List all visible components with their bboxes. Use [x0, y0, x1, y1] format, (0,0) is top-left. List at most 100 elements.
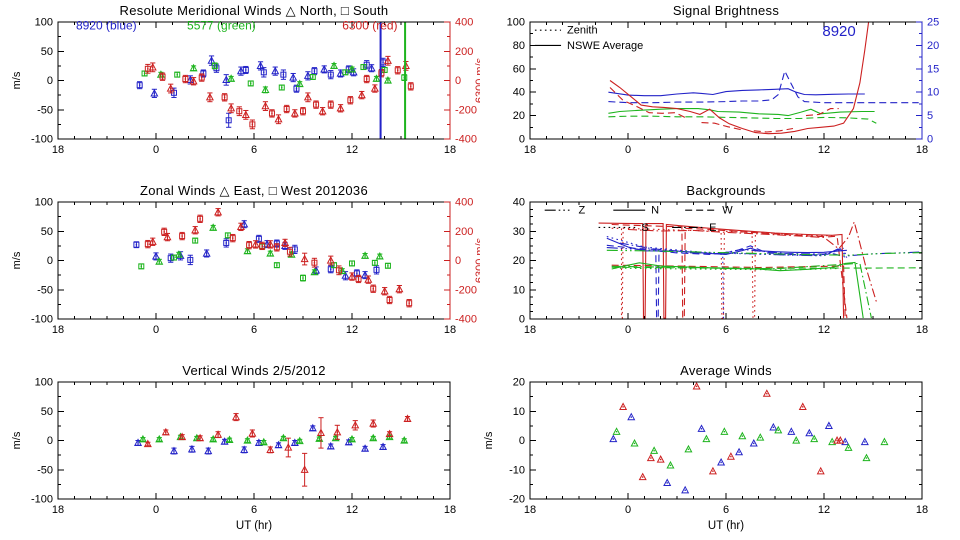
- meridional-winds-chart: 18 0 6 12 18-100-50050100-400-20002004006300…: [11, 17, 480, 157]
- svg-text:m/s: m/s: [11, 251, 23, 269]
- svg-text:12: 12: [346, 324, 358, 336]
- svg-text:100: 100: [35, 377, 53, 389]
- panel-vertical-winds: Vertical Winds 2/5/2012 18 0 6 12 18 -100 -50 0…: [0, 360, 480, 540]
- svg-text:20: 20: [513, 377, 525, 389]
- svg-text:0: 0: [455, 255, 461, 267]
- svg-text:100: 100: [35, 197, 53, 209]
- svg-text:UT (hr): UT (hr): [708, 520, 744, 532]
- series-5577-zenith: [608, 115, 877, 124]
- series-green-S: [614, 267, 841, 271]
- axis-labels: 18 0 6 12 18-100-50050100-400-20002004006300…: [11, 197, 480, 337]
- svg-text:18: 18: [52, 504, 64, 516]
- svg-text:18: 18: [524, 504, 536, 516]
- svg-text:6: 6: [251, 144, 257, 156]
- svg-text:-20: -20: [509, 494, 525, 506]
- svg-text:20: 20: [513, 110, 525, 122]
- axes: [529, 201, 923, 320]
- svg-text:6: 6: [723, 324, 729, 336]
- svg-text:12: 12: [346, 504, 358, 516]
- svg-text:N: N: [651, 205, 659, 217]
- svg-text:18: 18: [444, 504, 456, 516]
- axes: [57, 381, 451, 500]
- svg-text:18: 18: [524, 144, 536, 156]
- svg-text:m/s: m/s: [483, 431, 495, 449]
- panel-signal-brightness: Signal Brightness 18 0 6 12 18 0 20 40 60 80 100 0 5…: [480, 0, 960, 180]
- series-5577: [612, 425, 889, 469]
- panel-zonal-winds: Zonal Winds △ East, □ West 2012036 18 0 6 1…: [0, 180, 480, 360]
- zonal-winds-chart: 18 0 6 12 18-100-50050100-400-20002004006300…: [11, 197, 480, 337]
- svg-text:15: 15: [927, 63, 939, 75]
- series-red-low: [611, 264, 846, 319]
- svg-text:400: 400: [455, 197, 473, 209]
- svg-text:0: 0: [455, 75, 461, 87]
- svg-text:8920 (blue): 8920 (blue): [76, 19, 137, 33]
- axes: [529, 381, 923, 500]
- svg-text:-100: -100: [31, 134, 53, 146]
- svg-text:30: 30: [513, 226, 525, 238]
- svg-text:Zenith: Zenith: [567, 25, 598, 37]
- svg-text:UT (hr): UT (hr): [236, 520, 272, 532]
- svg-text:60: 60: [513, 63, 525, 75]
- plot-area: [136, 22, 414, 139]
- svg-text:-50: -50: [37, 104, 53, 116]
- svg-text:m/s: m/s: [11, 71, 23, 89]
- svg-text:6: 6: [251, 504, 257, 516]
- plot-area: [133, 412, 412, 487]
- svg-text:-100: -100: [31, 314, 53, 326]
- svg-text:18: 18: [444, 144, 456, 156]
- svg-text:10: 10: [927, 87, 939, 99]
- plot-area: [133, 207, 413, 308]
- svg-text:0: 0: [153, 144, 159, 156]
- svg-text:40: 40: [513, 87, 525, 99]
- plot-area: [608, 22, 919, 135]
- svg-text:0: 0: [625, 504, 631, 516]
- series-red-W: [611, 223, 848, 319]
- panel-average-winds: Average Winds 18 0 6 12 18 -20 -10 0 10 20 m/s UT (…: [480, 360, 960, 540]
- series-6300: [143, 412, 412, 487]
- series-6300: [619, 382, 845, 481]
- svg-text:20: 20: [513, 255, 525, 267]
- svg-text:E: E: [709, 222, 716, 234]
- svg-text:Z: Z: [578, 205, 585, 217]
- svg-text:18: 18: [444, 324, 456, 336]
- svg-text:400: 400: [455, 17, 473, 29]
- svg-text:200: 200: [455, 226, 473, 238]
- axis-labels: 18 0 6 12 18-100-50050100-400-20002004006300…: [11, 17, 480, 157]
- svg-text:S: S: [641, 222, 648, 234]
- series-green-N: [611, 261, 864, 319]
- panel-meridional-winds: Resolute Meridional Winds △ North, □ Sou…: [0, 0, 480, 180]
- svg-text:10: 10: [513, 406, 525, 418]
- axes: [57, 201, 451, 320]
- axes: [57, 21, 451, 140]
- series-green-E: [611, 262, 872, 319]
- series-blue-E: [619, 242, 848, 258]
- svg-text:10: 10: [513, 284, 525, 296]
- series-red-N: [598, 222, 845, 319]
- svg-text:5577 (green): 5577 (green): [187, 19, 256, 33]
- svg-text:40: 40: [513, 197, 525, 209]
- plot-area: [609, 382, 889, 494]
- svg-text:NSWE Average: NSWE Average: [567, 40, 643, 52]
- svg-text:0: 0: [47, 75, 53, 87]
- svg-text:50: 50: [41, 226, 53, 238]
- svg-text:25: 25: [927, 17, 939, 29]
- svg-text:0: 0: [927, 134, 933, 146]
- svg-text:0: 0: [519, 435, 525, 447]
- svg-text:12: 12: [818, 144, 830, 156]
- svg-text:100: 100: [507, 17, 525, 29]
- svg-text:m/s: m/s: [11, 431, 23, 449]
- svg-text:-400: -400: [455, 134, 477, 146]
- svg-text:0: 0: [153, 324, 159, 336]
- chart-title-average: Average Winds: [680, 363, 772, 378]
- svg-text:-100: -100: [31, 494, 53, 506]
- svg-text:W: W: [722, 205, 733, 217]
- svg-text:18: 18: [52, 324, 64, 336]
- svg-text:0: 0: [519, 134, 525, 146]
- svg-text:50: 50: [41, 406, 53, 418]
- svg-text:0: 0: [519, 314, 525, 326]
- svg-text:-50: -50: [37, 284, 53, 296]
